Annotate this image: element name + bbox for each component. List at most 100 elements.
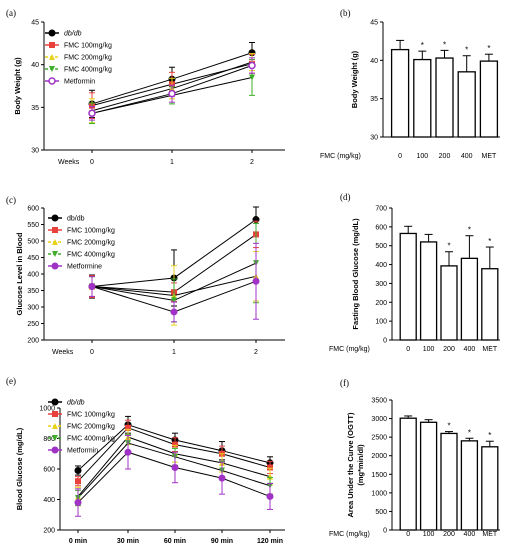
chart-b: (b) 30 35 40 45 Body Weight (g) FMC (mg/kg) 0 * 1… [320,8,500,160]
y-axis-label: Body Weight (g) [350,50,359,108]
y-tick-label: 600 [375,224,387,231]
series-4 [74,434,274,517]
bar [479,60,499,138]
y-tick-label: 600 [43,467,55,474]
data-point [124,448,132,456]
data-point [171,463,179,471]
data-point [74,467,82,475]
x-tick-label: 100 [423,346,435,353]
y-tick-label: 40 [370,58,378,65]
y-tick-label: 0 [383,528,387,535]
x-tick-label: MET [482,531,498,538]
bar [419,421,438,531]
x-tick-label: 100 [416,153,428,160]
bar [481,268,499,341]
panel-label: (a) [6,8,16,18]
y-tick-label: 200 [375,300,387,307]
y-tick-label: 700 [375,206,387,213]
x-tick-label: 2 [250,159,254,166]
y-tick-label: 400 [375,262,387,269]
legend-marker [51,214,59,222]
data-point [75,478,81,485]
chart-d: (d) 0 100 200 300 400 500 600 700 Fasting Blood G… [329,192,500,353]
x-tick-label: 30 min [117,538,139,545]
bar [440,432,458,531]
legend-marker [52,227,58,233]
y-tick-label: 600 [27,206,39,213]
panel-label: (b) [340,8,351,18]
legend-marker [49,66,55,72]
data-point [172,441,178,448]
data-point [74,499,82,507]
x-tick-label: 200 [443,531,455,538]
legend-label: FMC 200mg/kg [67,424,115,431]
y-tick-label: 30 [31,148,39,155]
y-tick-label: 2500 [371,435,387,442]
y-tick-label: 45 [370,20,378,27]
y-tick-label: 500 [375,243,387,250]
y-tick-label: 30 [370,135,378,142]
panel-label: (f) [340,378,349,388]
y-tick-label: 250 [27,321,39,328]
bar [460,257,479,341]
x-tick-label: 0 min [69,538,87,545]
y-tick-label: 800 [43,436,55,443]
legend-marker [51,398,59,406]
significance-star: * [468,428,471,437]
y-axis-label: Fasting Blood Glucose (mg/dL) [351,218,360,330]
bar [435,57,454,138]
data-point [170,308,178,316]
data-point [252,277,260,285]
chart-a: (a) 30 35 40 45 Body Weight (g) Weeks 0 1 2 db/db F… [6,8,285,166]
x-tick-label: 400 [464,531,476,538]
x-tick-label: 120 min [257,538,283,545]
series-4 [88,57,256,121]
x-tick-label: 0 [406,531,410,538]
x-tick-label: 200 [439,153,451,160]
y-tick-label: 0 [383,338,387,345]
chart-e: (e) 200 400 600 800 1000 Blood Glucose (mg/dL)… [6,376,285,545]
legend-label: FMC 100mg/kg [67,228,115,235]
bar [399,232,417,341]
legend-label: Metformin [67,448,98,455]
bar [390,48,410,138]
y-tick-label: 100 [375,319,387,326]
y-tick-label: 300 [375,281,387,288]
bar [413,58,432,138]
x-tick-label: 400 [464,346,476,353]
y-tick-label: 400 [27,272,39,279]
x-tick-label: 1 [170,159,174,166]
data-point [88,283,96,291]
y-tick-label: 2000 [371,453,387,460]
significance-star: * [465,46,468,55]
legend-marker [52,239,58,245]
legend-marker [52,423,58,429]
legend-label: db/db [64,31,82,38]
legend-label: FMC 400mg/kg [67,436,115,443]
x-tick-label: 100 [423,531,435,538]
bar [440,265,458,341]
x-axis-prefix: Weeks [58,159,80,166]
y-tick-label: 500 [375,509,387,516]
x-tick-label: 1 [172,349,176,356]
y-axis-label: Blood Glucose (mg/dL) [15,427,24,510]
series-4 [88,242,260,323]
series-line [77,451,271,503]
y-tick-label: 45 [31,20,39,27]
x-axis-prefix: FMC (mg/kg) [320,153,361,160]
series-line [77,424,271,471]
y-tick-label: 300 [27,305,39,312]
legend-label: FMC 400mg/kg [64,67,112,74]
y-tick-label: 35 [370,96,378,103]
bar [419,241,438,341]
legend-label: Metformine [67,264,102,271]
legend-label: FMC 200mg/kg [64,55,112,62]
legend-label: FMC 200mg/kg [67,240,115,247]
significance-star: * [447,422,450,431]
data-point [267,473,273,480]
x-tick-label: 2 [254,349,258,356]
y-axis-label: Glucose Level in Blood [15,232,24,315]
legend-marker [52,411,58,417]
